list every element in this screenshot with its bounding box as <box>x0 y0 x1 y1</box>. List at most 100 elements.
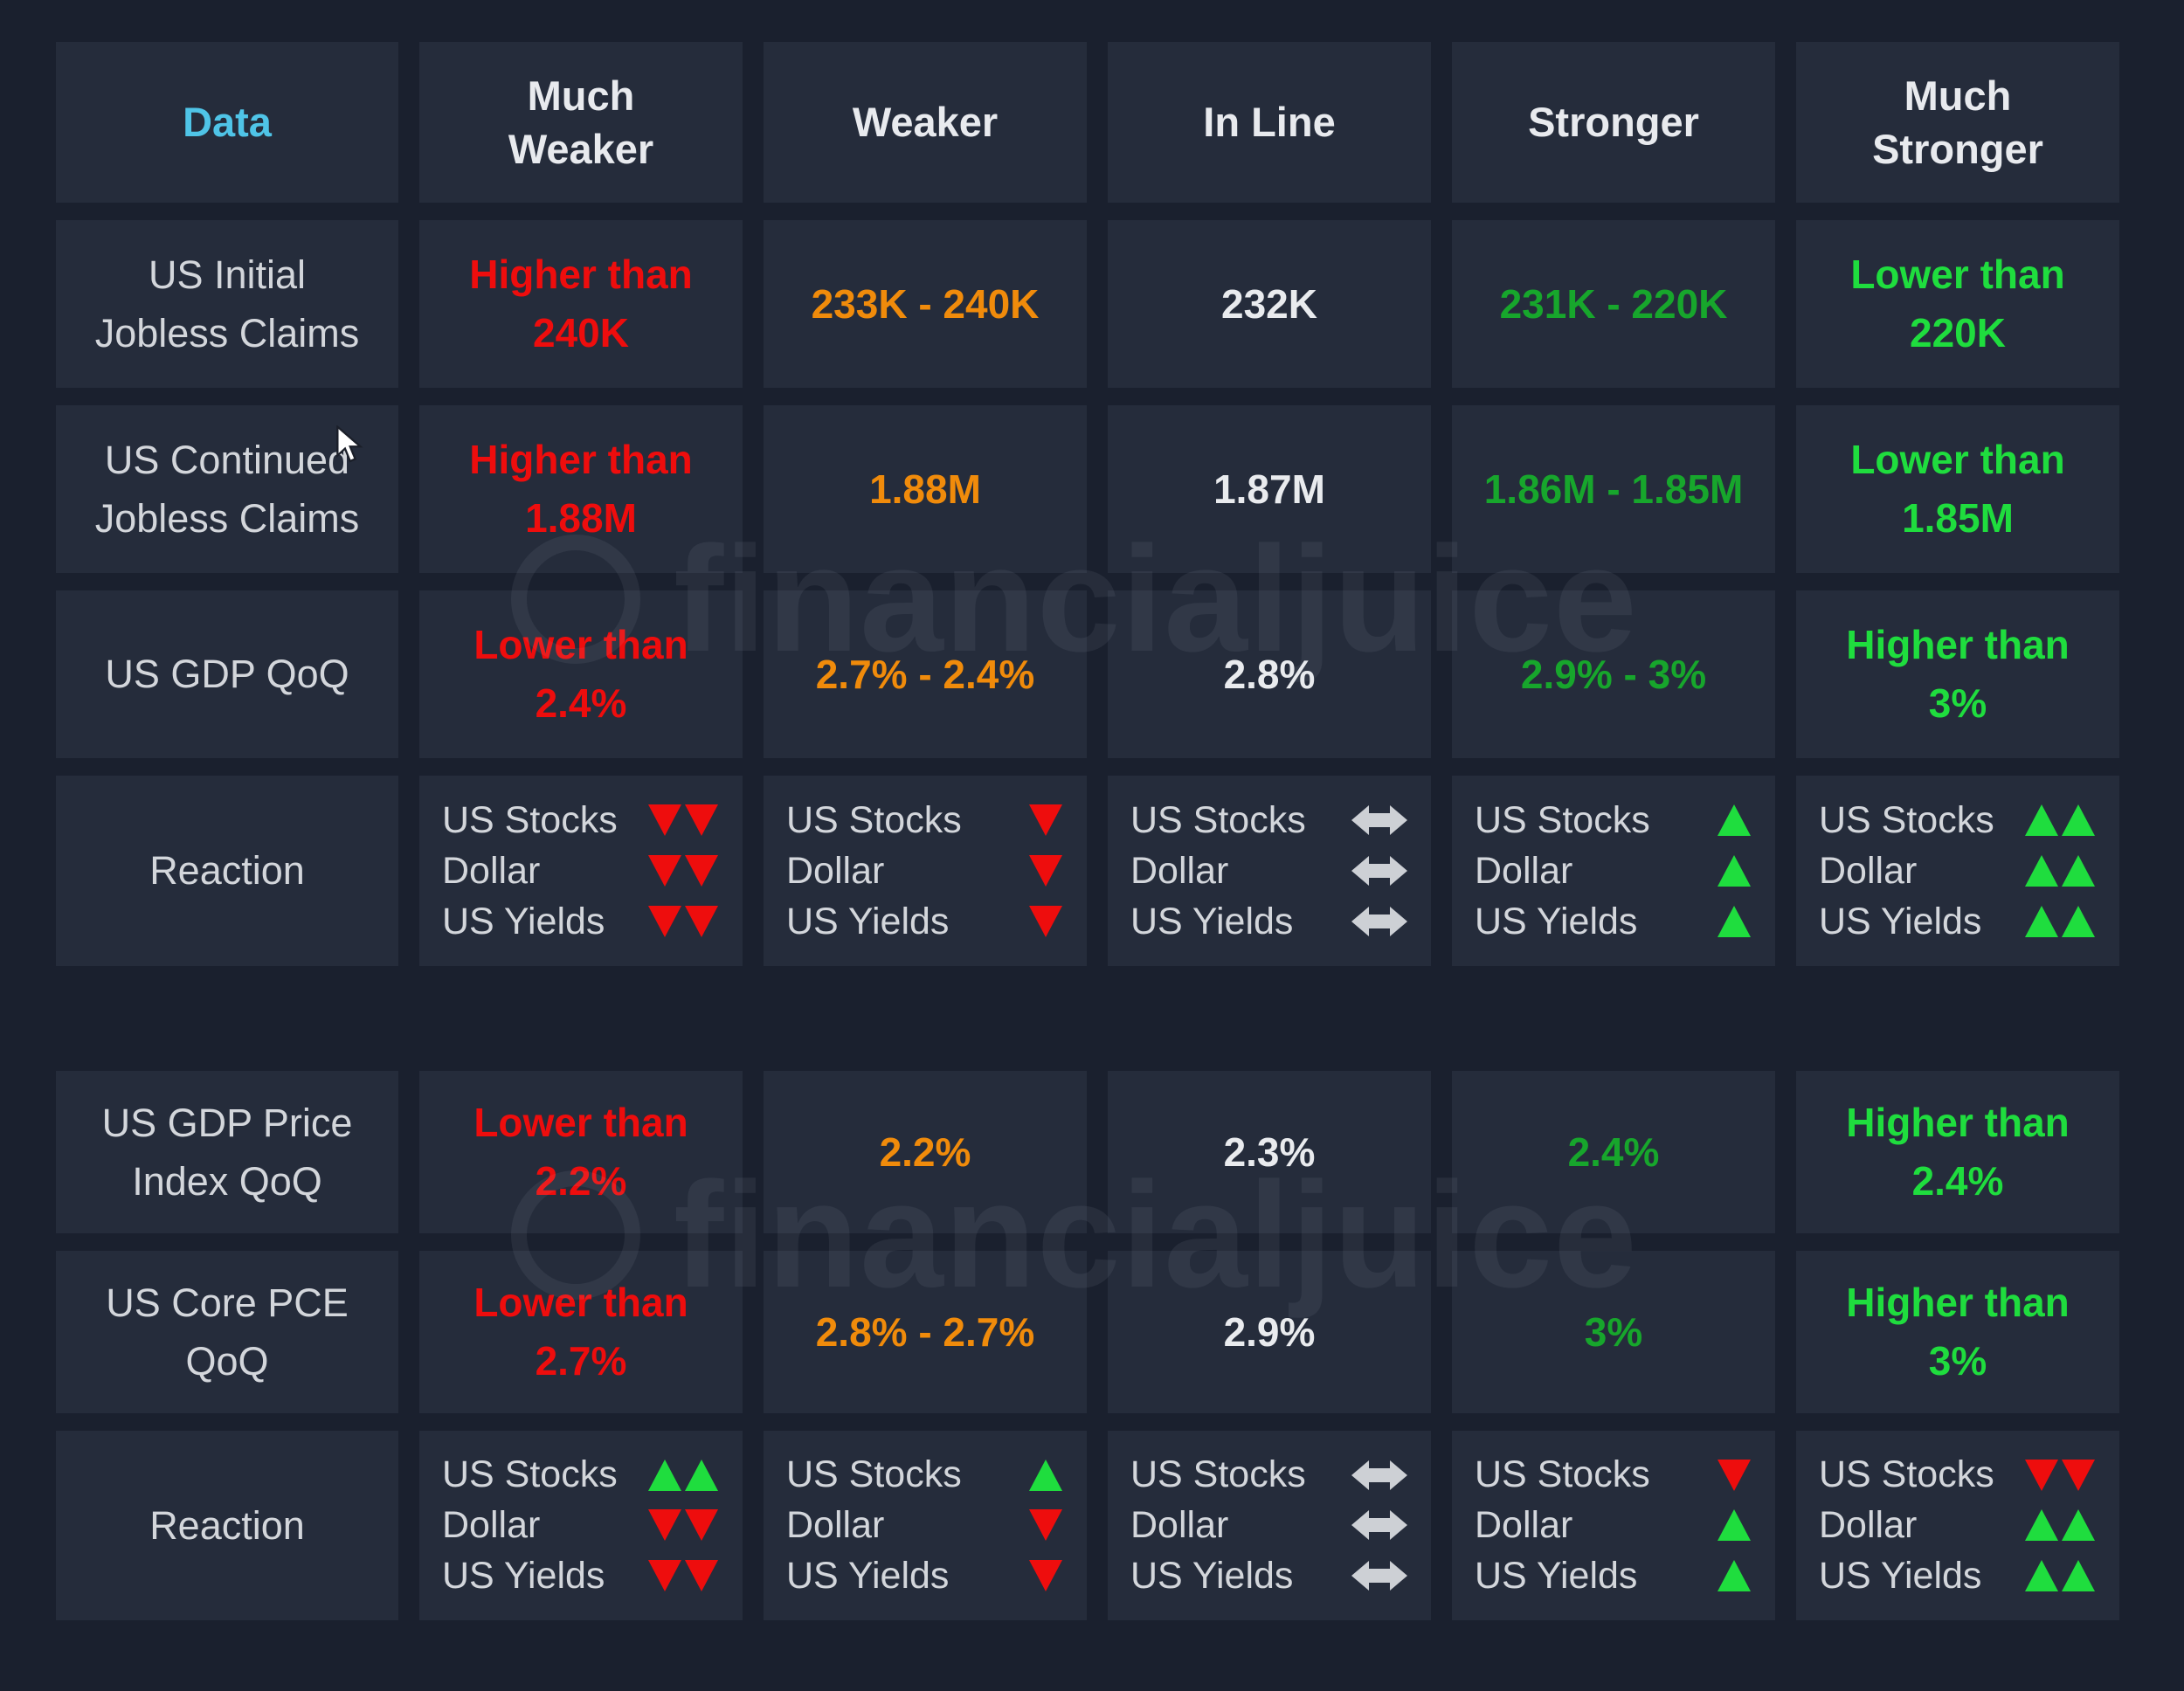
reaction-row: Dollar <box>1130 850 1408 893</box>
asset-label-dollar: Dollar <box>1130 849 1229 892</box>
reaction-row: US Yields <box>1475 1555 1752 1598</box>
core-pce-in-line: 2.9% <box>1108 1251 1431 1413</box>
initial-claims-in-line: 232K <box>1108 220 1431 388</box>
gdp-price-index-weaker: 2.2% <box>764 1071 1087 1233</box>
reaction-row: US Stocks <box>786 1453 1064 1496</box>
header-cell-much-stronger: Much Stronger <box>1796 42 2119 203</box>
asset-label-us-stocks: US Stocks <box>1819 798 1994 841</box>
core-pce-weaker: 2.8% - 2.7% <box>764 1251 1087 1413</box>
core-pce-much-stronger: Higher than 3% <box>1796 1251 2119 1413</box>
single-down-arrow-icon <box>985 904 1064 939</box>
initial-claims-much-weaker: Higher than 240K <box>419 220 743 388</box>
header-cell-much-weaker: Much Weaker <box>419 42 743 203</box>
reaction-row: US Yields <box>786 1555 1064 1598</box>
double-up-arrow-icon <box>2018 1558 2097 1593</box>
asset-label-dollar: Dollar <box>1819 849 1918 892</box>
double-up-arrow-icon <box>2018 1508 2097 1543</box>
asset-label-dollar: Dollar <box>1130 1503 1229 1546</box>
sideways-arrow-icon <box>1330 902 1408 941</box>
reaction-row: Dollar <box>1130 1504 1408 1547</box>
header-cell-weaker: Weaker <box>764 42 1087 203</box>
reaction-label: Reaction <box>56 1431 398 1620</box>
single-up-arrow-icon <box>1674 1558 1752 1593</box>
double-down-arrow-icon <box>2018 1458 2097 1493</box>
double-up-arrow-icon <box>2018 803 2097 838</box>
gdp-qoq-in-line: 2.8% <box>1108 590 1431 758</box>
reaction-row: US Stocks <box>786 799 1064 842</box>
single-up-arrow-icon <box>1674 904 1752 939</box>
table-inflation-data: US GDP Price Index QoQ Lower than 2.2% 2… <box>56 1071 2128 1620</box>
gdp-price-index-much-stronger: Higher than 2.4% <box>1796 1071 2119 1233</box>
single-up-arrow-icon <box>985 1458 1064 1493</box>
asset-label-us-yields: US Yields <box>1130 1554 1294 1597</box>
row-label-us-initial-jobless-claims: US Initial Jobless Claims <box>56 220 398 388</box>
sideways-arrow-icon <box>1330 1506 1408 1544</box>
row-label-us-gdp-price-index-qoq: US GDP Price Index QoQ <box>56 1071 398 1233</box>
reaction-cell-much-stronger: US Stocks Dollar US Yields <box>1796 776 2119 966</box>
reaction-row: Dollar <box>786 850 1064 893</box>
double-down-arrow-icon <box>641 803 720 838</box>
reaction-row: Dollar <box>1475 850 1752 893</box>
asset-label-dollar: Dollar <box>786 1503 885 1546</box>
asset-label-dollar: Dollar <box>1475 1503 1573 1546</box>
reaction-cell-much-weaker: US Stocks Dollar US Yields <box>419 1431 743 1620</box>
mouse-cursor-icon <box>333 424 368 470</box>
gdp-qoq-much-weaker: Lower than 2.4% <box>419 590 743 758</box>
double-up-arrow-icon <box>641 1458 720 1493</box>
double-down-arrow-icon <box>641 1508 720 1543</box>
reaction-row: US Yields <box>1130 1555 1408 1598</box>
row-label-us-gdp-qoq: US GDP QoQ <box>56 590 398 758</box>
reaction-cell-in-line: US Stocks Dollar US Yields <box>1108 776 1431 966</box>
gdp-qoq-stronger: 2.9% - 3% <box>1452 590 1775 758</box>
header-cell-stronger: Stronger <box>1452 42 1775 203</box>
asset-label-us-stocks: US Stocks <box>442 1453 618 1496</box>
asset-label-us-stocks: US Stocks <box>1130 1453 1306 1496</box>
single-down-arrow-icon <box>985 853 1064 888</box>
reaction-row: US Yields <box>1819 1555 2097 1598</box>
reaction-cell-in-line: US Stocks Dollar US Yields <box>1108 1431 1431 1620</box>
gdp-price-index-stronger: 2.4% <box>1452 1071 1775 1233</box>
reaction-cell-weaker: US Stocks Dollar US Yields <box>764 1431 1087 1620</box>
asset-label-us-stocks: US Stocks <box>1130 798 1306 841</box>
reaction-row: US Yields <box>1819 901 2097 943</box>
reaction-row: US Yields <box>442 1555 720 1598</box>
asset-label-us-yields: US Yields <box>786 1554 950 1597</box>
double-down-arrow-icon <box>641 853 720 888</box>
double-up-arrow-icon <box>2018 904 2097 939</box>
asset-label-us-yields: US Yields <box>1475 1554 1638 1597</box>
reaction-row: Dollar <box>442 850 720 893</box>
core-pce-much-weaker: Lower than 2.7% <box>419 1251 743 1413</box>
initial-claims-weaker: 233K - 240K <box>764 220 1087 388</box>
reaction-row: Dollar <box>1475 1504 1752 1547</box>
reaction-label: Reaction <box>56 776 398 966</box>
asset-label-us-yields: US Yields <box>1819 900 1982 942</box>
continued-claims-much-weaker: Higher than 1.88M <box>419 405 743 573</box>
continued-claims-in-line: 1.87M <box>1108 405 1431 573</box>
asset-label-us-stocks: US Stocks <box>1475 1453 1650 1496</box>
asset-label-us-stocks: US Stocks <box>786 798 962 841</box>
sideways-arrow-icon <box>1330 1456 1408 1494</box>
header-cell-in-line: In Line <box>1108 42 1431 203</box>
reaction-row: Dollar <box>442 1504 720 1547</box>
reaction-row: US Stocks <box>1819 1453 2097 1496</box>
reaction-row: Dollar <box>1819 1504 2097 1547</box>
reaction-row: US Stocks <box>442 799 720 842</box>
asset-label-dollar: Dollar <box>1475 849 1573 892</box>
reaction-row: Dollar <box>786 1504 1064 1547</box>
double-down-arrow-icon <box>641 1558 720 1593</box>
sideways-arrow-icon <box>1330 801 1408 839</box>
single-up-arrow-icon <box>1674 1508 1752 1543</box>
header-cell-data: Data <box>56 42 398 203</box>
reaction-row: US Yields <box>442 901 720 943</box>
asset-label-dollar: Dollar <box>442 1503 541 1546</box>
asset-label-us-yields: US Yields <box>1475 900 1638 942</box>
asset-label-us-yields: US Yields <box>786 900 950 942</box>
reaction-row: US Yields <box>786 901 1064 943</box>
gdp-qoq-weaker: 2.7% - 2.4% <box>764 590 1087 758</box>
sideways-arrow-icon <box>1330 852 1408 890</box>
gdp-price-index-much-weaker: Lower than 2.2% <box>419 1071 743 1233</box>
single-up-arrow-icon <box>1674 803 1752 838</box>
single-down-arrow-icon <box>1674 1458 1752 1493</box>
row-label-us-core-pce-qoq: US Core PCE QoQ <box>56 1251 398 1413</box>
